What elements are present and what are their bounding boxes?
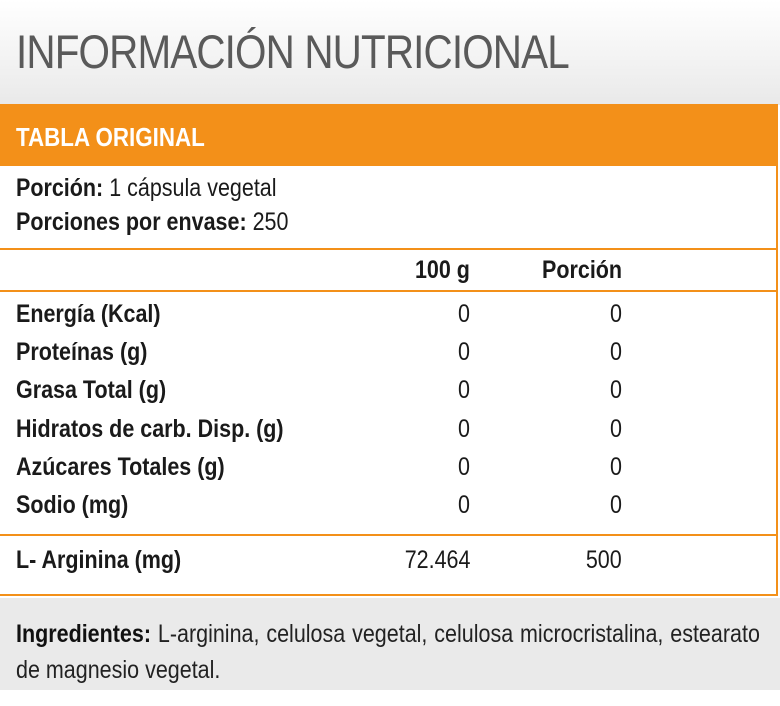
active-ingredient-label: L- Arginina (mg) [16,546,182,574]
nutrition-table: TABLA ORIGINAL Porción: 1 cápsula vegeta… [0,104,778,596]
ingredients-text: Ingredientes: L-arginina, celulosa veget… [16,616,760,688]
portion-value: 1 cápsula vegetal [109,174,277,202]
row-value-portion: 0 [610,453,622,481]
row-value-portion: 0 [610,376,622,404]
column-header-100g: 100 g [415,256,470,284]
title-area: INFORMACIÓN NUTRICIONAL [0,0,780,105]
ingredients-panel: Ingredientes: L-arginina, celulosa veget… [0,598,780,690]
active-ingredient-portion: 500 [586,546,622,574]
ingredients-list: L-arginina, celulosa vegetal, celulosa m… [16,620,760,684]
page-title: INFORMACIÓN NUTRICIONAL [16,25,570,78]
row-label: Hidratos de carb. Disp. (g) [16,415,284,443]
row-label: Proteínas (g) [16,338,148,366]
row-value-portion: 0 [610,415,622,443]
table-row: Sodio (mg) 0 0 [0,491,776,529]
ingredients-label: Ingredientes: [16,620,152,648]
row-value-portion: 0 [610,491,622,519]
row-value-portion: 0 [610,338,622,366]
table-header-label: TABLA ORIGINAL [16,122,205,152]
divider-active [0,534,776,536]
row-value-100g: 0 [458,300,470,328]
row-label: Sodio (mg) [16,491,129,519]
row-label: Grasa Total (g) [16,376,167,404]
divider-columns [0,290,776,292]
row-value-100g: 0 [458,376,470,404]
table-row: Hidratos de carb. Disp. (g) 0 0 [0,415,776,453]
active-ingredient-row: L- Arginina (mg) 72.464 500 [0,546,776,584]
divider-serving [0,248,776,250]
table-header-bar: TABLA ORIGINAL [0,106,776,166]
row-value-100g: 0 [458,491,470,519]
row-value-100g: 0 [458,453,470,481]
per-container-label: Porciones por envase: [16,208,247,236]
portion-line: Porción: 1 cápsula vegetal [16,174,277,203]
per-container-value: 250 [252,208,289,236]
row-value-100g: 0 [458,415,470,443]
table-row: Azúcares Totales (g) 0 0 [0,453,776,491]
active-ingredient-100g: 72.464 [404,546,470,574]
row-label: Azúcares Totales (g) [16,453,225,481]
row-value-portion: 0 [610,300,622,328]
column-header-portion: Porción [541,256,622,284]
table-row: Energía (Kcal) 0 0 [0,300,776,338]
row-label: Energía (Kcal) [16,300,161,328]
portion-label: Porción: [16,174,104,202]
row-value-100g: 0 [458,338,470,366]
per-container-line: Porciones por envase: 250 [16,208,288,237]
table-row: Grasa Total (g) 0 0 [0,376,776,414]
table-row: Proteínas (g) 0 0 [0,338,776,376]
